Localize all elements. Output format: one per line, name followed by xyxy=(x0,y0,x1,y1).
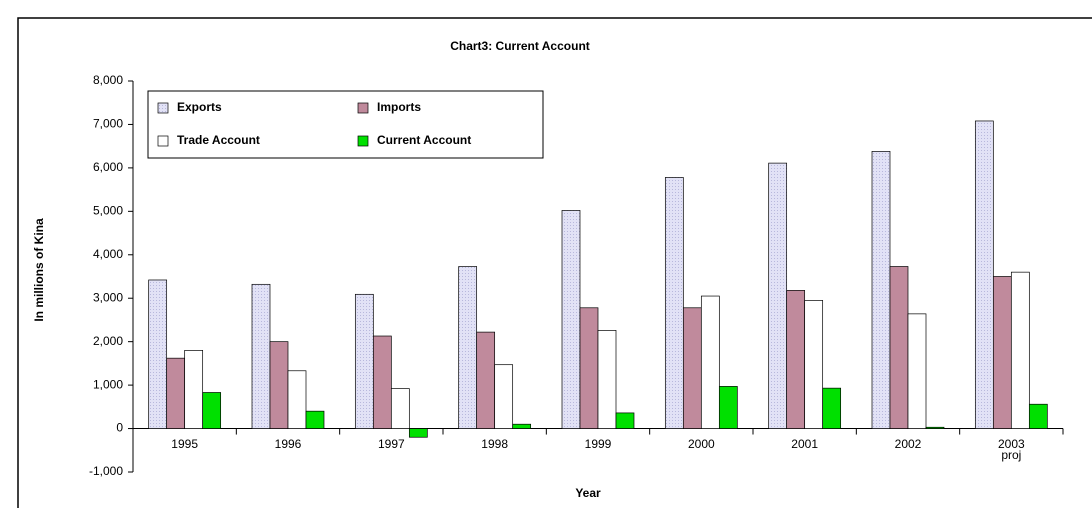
bar xyxy=(1028,403,1048,429)
bar xyxy=(615,412,635,429)
bar xyxy=(925,426,945,429)
legend-label: Trade Account xyxy=(177,133,260,147)
bar xyxy=(287,370,307,429)
bar xyxy=(597,330,617,429)
x-tick-label: 1997 xyxy=(377,436,405,451)
bar xyxy=(305,410,325,429)
bar xyxy=(804,300,824,429)
bar xyxy=(822,387,842,429)
bar xyxy=(354,293,374,429)
bar xyxy=(512,423,532,429)
bar xyxy=(700,295,720,429)
bar xyxy=(184,350,204,429)
legend-box xyxy=(147,90,544,159)
bar xyxy=(269,341,289,429)
legend-swatch xyxy=(157,135,169,147)
y-tick-label: 4,000 xyxy=(93,247,123,261)
y-tick-label: 1,000 xyxy=(93,377,123,391)
bar xyxy=(148,279,168,429)
x-tick-label: 1999 xyxy=(584,436,612,451)
legend-swatch xyxy=(357,135,369,147)
bar xyxy=(579,307,599,429)
bar xyxy=(390,388,410,429)
chart-frame xyxy=(17,17,1092,508)
x-tick-label: 2000 xyxy=(687,436,715,451)
bar xyxy=(166,357,186,429)
y-tick-label: 8,000 xyxy=(93,73,123,87)
y-tick-label: 3,000 xyxy=(93,290,123,304)
y-tick-label: 5,000 xyxy=(93,204,123,218)
bar xyxy=(871,151,891,429)
bar xyxy=(458,266,478,429)
legend-label: Imports xyxy=(377,100,421,114)
bar xyxy=(889,266,909,429)
x-tick-label: 2002 xyxy=(894,436,922,451)
bar xyxy=(251,283,271,429)
x-tick-label: 2001 xyxy=(791,436,818,451)
bar xyxy=(664,177,684,429)
legend-label: Current Account xyxy=(377,133,471,147)
bar xyxy=(1010,271,1030,429)
bar xyxy=(974,120,994,429)
legend-swatch xyxy=(157,102,169,114)
bar xyxy=(372,335,392,429)
bar xyxy=(408,428,428,438)
y-tick-label: 6,000 xyxy=(93,160,123,174)
y-tick-label: 0 xyxy=(116,421,123,435)
bar xyxy=(786,290,806,429)
chart-title: Chart3: Current Account xyxy=(450,39,590,53)
bar xyxy=(907,313,927,429)
bar xyxy=(561,210,581,429)
bar xyxy=(768,162,788,429)
bar xyxy=(476,331,496,429)
x-axis-label: Year xyxy=(575,486,601,500)
legend-swatch xyxy=(357,102,369,114)
bar xyxy=(494,364,514,429)
bar xyxy=(682,307,702,429)
y-tick-label: 7,000 xyxy=(93,117,123,131)
x-tick-label: 2003 proj xyxy=(997,436,1025,462)
x-tick-label: 1998 xyxy=(481,436,508,451)
bar xyxy=(202,392,222,429)
legend-label: Exports xyxy=(177,100,222,114)
x-tick-label: 1995 xyxy=(171,436,198,451)
y-tick-label: 2,000 xyxy=(93,334,123,348)
x-tick-label: 1996 xyxy=(274,436,302,451)
y-axis-label: In millions of Kina xyxy=(32,218,46,322)
y-tick-label: -1,000 xyxy=(89,464,123,478)
bar xyxy=(718,386,738,429)
bar xyxy=(992,276,1012,429)
